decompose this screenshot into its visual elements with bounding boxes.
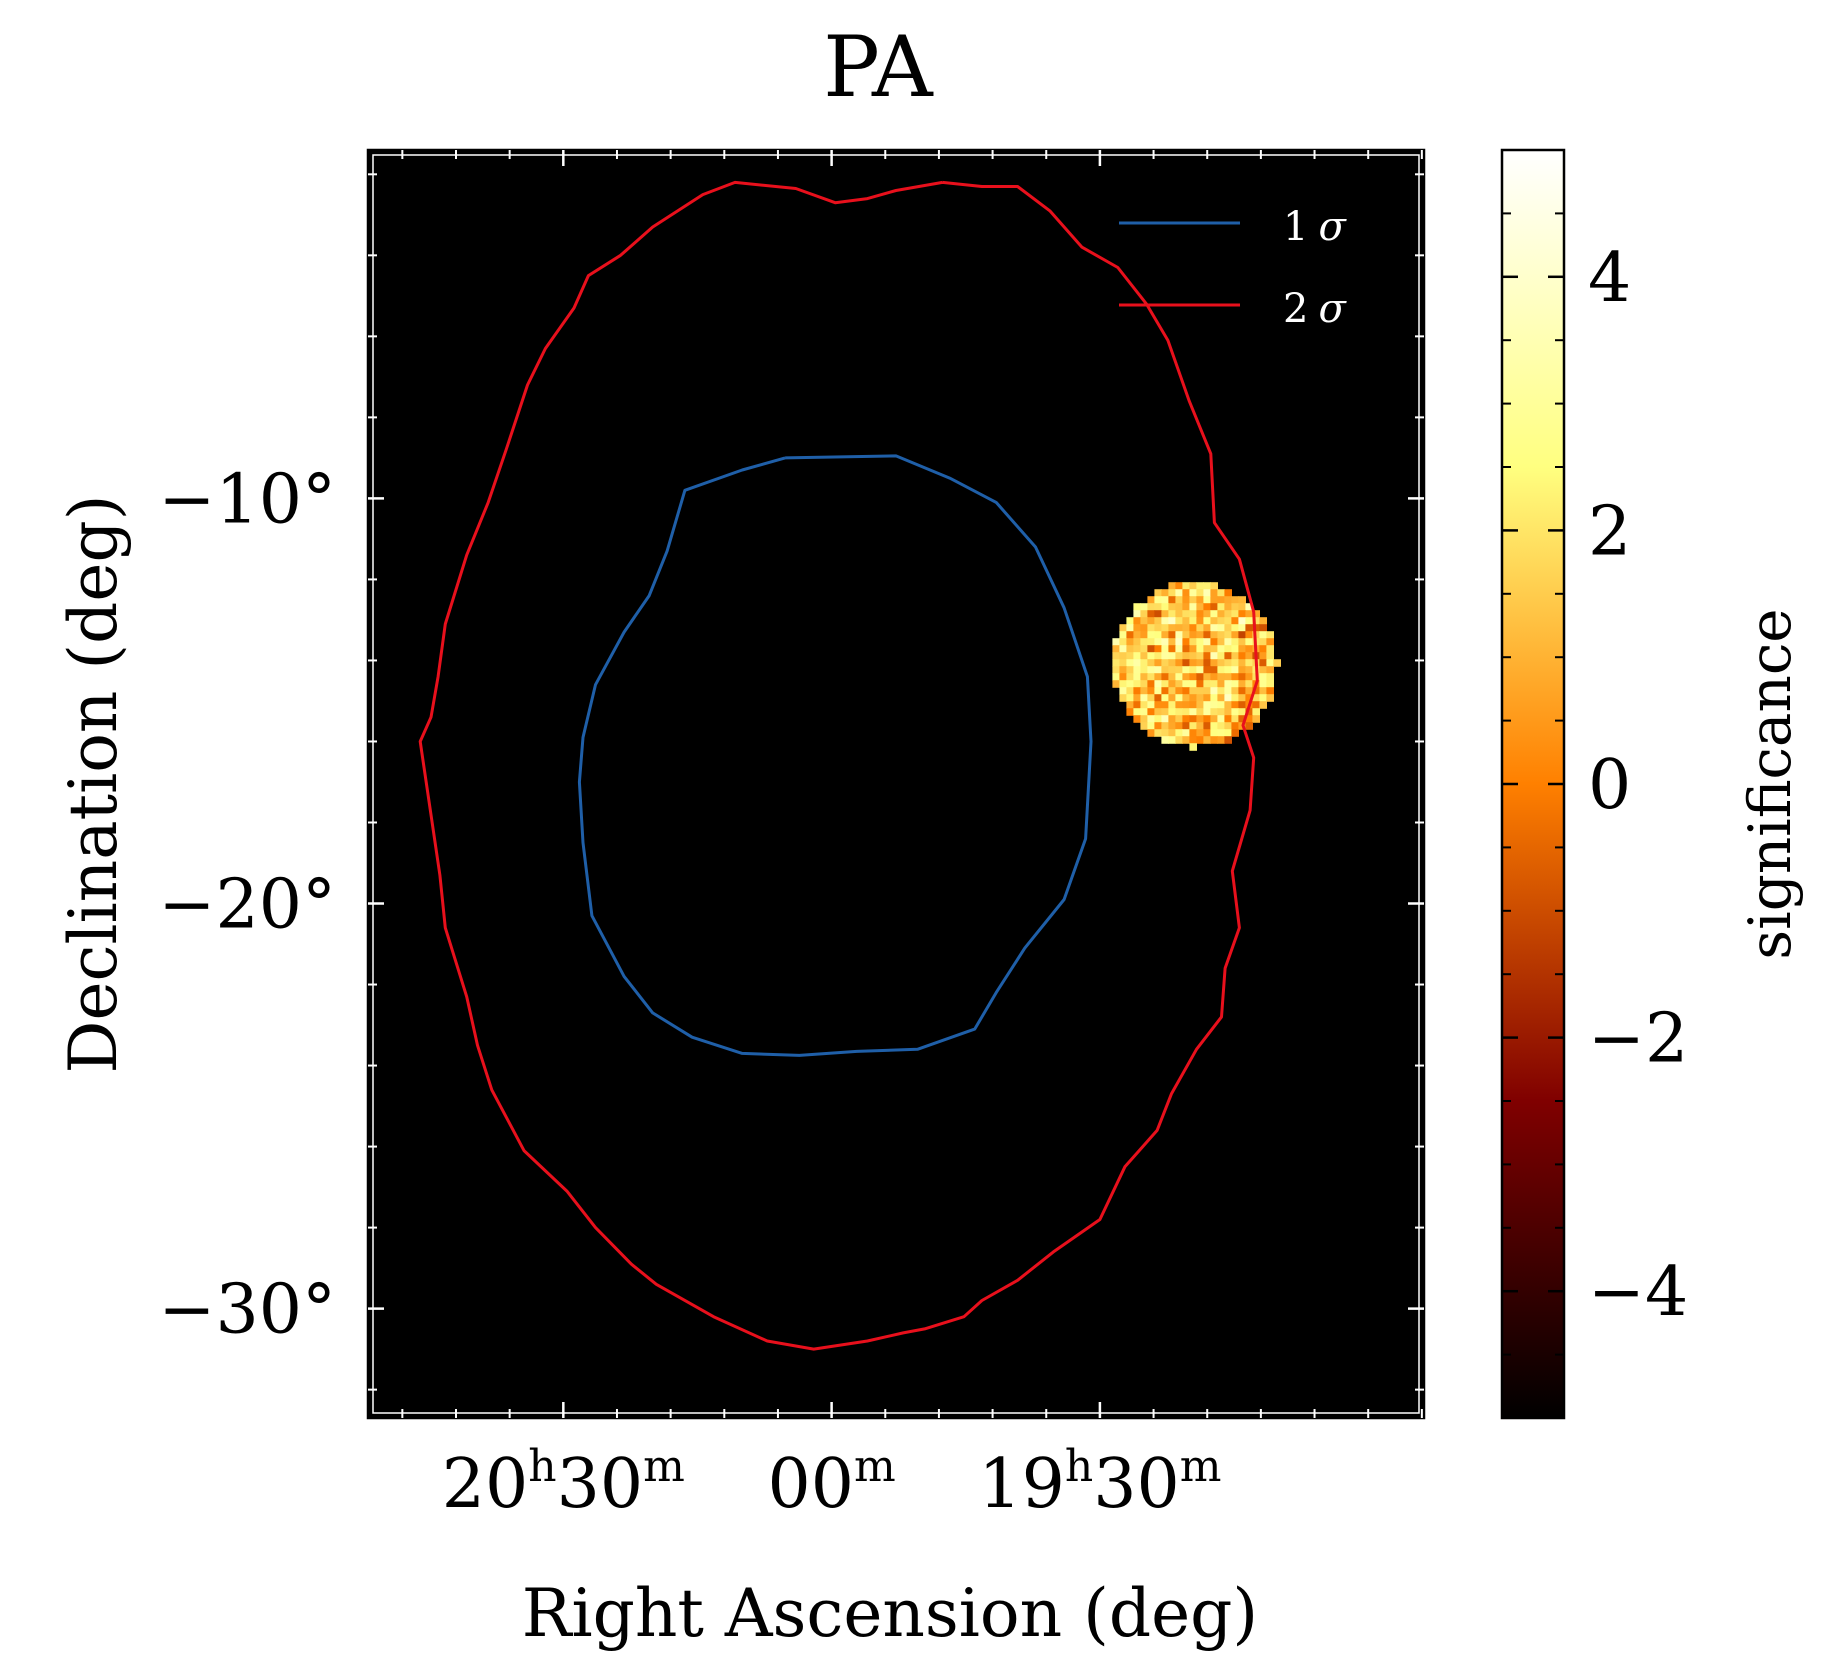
plot-frame-outer: [366, 148, 1426, 1420]
axis-ticks: [368, 150, 1424, 1418]
y-tick-label: −20°: [158, 866, 336, 945]
colorbar-tick-label: 2: [1588, 492, 1631, 571]
x-tick-label: 00m: [767, 1441, 895, 1524]
chart-title: PA: [823, 18, 934, 116]
contour-layer: [418, 180, 1259, 1351]
plot-area: [368, 150, 1424, 1418]
y-tick-label: −30°: [158, 1271, 336, 1350]
colorbar-ticks: 4 2 0 −2 −4: [1502, 212, 1688, 1356]
y-tick-label: −10°: [158, 460, 336, 539]
significance-pixels: [1112, 582, 1281, 751]
colorbar-label: significance: [1736, 608, 1804, 959]
x-tick-label: 19h30m: [978, 1441, 1221, 1524]
colorbar-tick-label: 4: [1588, 239, 1631, 318]
contour-2sigma: [418, 180, 1259, 1351]
x-axis-label: Right Ascension (deg): [522, 1575, 1258, 1652]
significance-map: [1112, 582, 1281, 751]
y-axis-label: Declination (deg): [55, 495, 132, 1074]
plot-frame-inner: [372, 154, 1420, 1414]
contour-1sigma: [577, 454, 1093, 1057]
colorbar-tick-label: −4: [1588, 1253, 1688, 1332]
colorbar-tick-label: −2: [1588, 1000, 1688, 1079]
x-tick-label: 20h30m: [442, 1441, 685, 1524]
colorbar-tick-label: 0: [1588, 746, 1631, 825]
x-tick-labels: 20h30m 00m 19h30m: [442, 1441, 1222, 1524]
y-tick-labels: −10° −20° −30°: [158, 460, 336, 1349]
